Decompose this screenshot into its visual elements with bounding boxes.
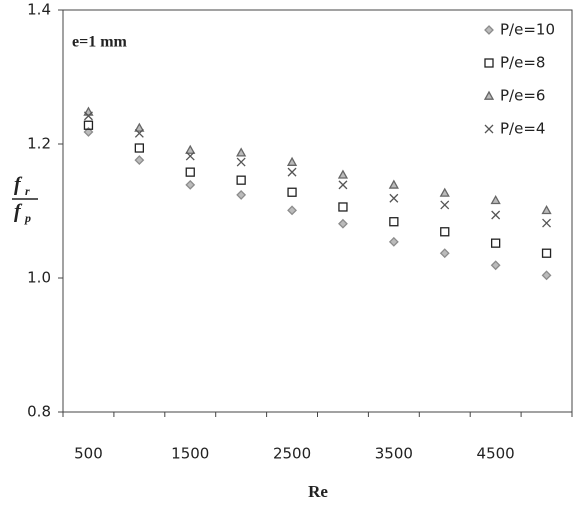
x-tick-label: 2500: [273, 445, 311, 463]
legend-label: P/e=4: [500, 120, 545, 138]
data-point: [83, 111, 93, 121]
data-point: [185, 151, 195, 161]
data-point: [287, 205, 297, 216]
y-tick-label: 0.8: [27, 403, 51, 421]
legend-marker: [484, 58, 494, 68]
data-point: [338, 180, 348, 190]
data-point: [389, 193, 399, 203]
data-point: [236, 147, 247, 157]
data-point: [236, 175, 246, 185]
data-point: [287, 167, 297, 177]
y-label-bottom: f: [14, 201, 23, 223]
data-point: [439, 248, 450, 259]
data-point: [541, 204, 552, 215]
data-point: [541, 270, 552, 281]
y-tick-label: 1.4: [27, 1, 51, 19]
data-point: [236, 190, 247, 200]
y-tick-label: 1.0: [27, 269, 51, 287]
data-point: [338, 218, 348, 229]
data-point: [134, 155, 145, 165]
data-point: [388, 179, 399, 189]
x-tick-label: 3500: [375, 445, 413, 463]
y-tick-label: 1.2: [27, 135, 51, 153]
data-point: [338, 202, 348, 212]
data-point: [439, 187, 450, 197]
data-point: [286, 156, 298, 166]
data-point: [389, 217, 399, 227]
data-point: [541, 248, 552, 258]
x-tick-label: 1500: [171, 445, 209, 463]
data-point: [337, 169, 349, 179]
plot-frame: [62, 9, 573, 413]
annotation: e=1 mm: [72, 34, 128, 51]
legend-marker: [483, 90, 495, 100]
x-tick-label: 4500: [477, 445, 515, 463]
data-point: [287, 187, 297, 197]
data-point: [490, 238, 501, 248]
legend-label: P/e=8: [500, 54, 545, 72]
legend-marker: [484, 124, 494, 134]
data-point: [83, 120, 94, 130]
legend-marker: [484, 25, 494, 35]
data-point: [440, 200, 450, 210]
data-point: [83, 127, 94, 137]
data-point: [490, 194, 501, 205]
y-label-top: f: [14, 174, 23, 196]
y-axis-label: f r f p: [12, 174, 38, 225]
data-point: [185, 179, 196, 190]
data-point: [440, 227, 450, 237]
x-axis-label: Re: [308, 482, 328, 501]
data-point: [236, 157, 246, 167]
data-point: [542, 218, 552, 228]
data-point: [185, 167, 195, 177]
data-point: [185, 144, 196, 154]
legend-label: P/e=6: [500, 87, 545, 105]
data-point: [490, 260, 501, 271]
data-point: [134, 122, 145, 132]
data-point: [491, 210, 501, 220]
legend-label: P/e=10: [500, 21, 555, 39]
data-point: [134, 128, 144, 138]
y-label-bottom-sub: p: [24, 211, 31, 225]
data-point: [134, 143, 145, 153]
x-tick-label: 500: [74, 445, 103, 463]
y-label-top-sub: r: [25, 184, 30, 198]
data-point: [388, 236, 399, 247]
